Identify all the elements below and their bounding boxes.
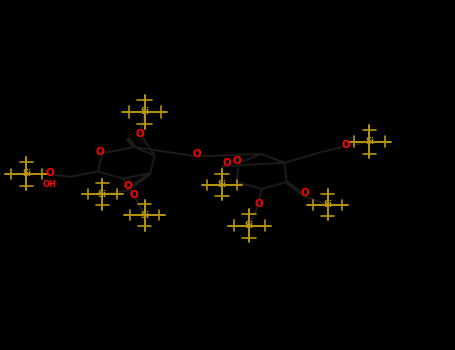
Text: O: O [130, 190, 139, 200]
Text: Si: Si [22, 169, 31, 178]
Text: O: O [232, 156, 241, 166]
Text: Si: Si [140, 107, 149, 117]
Text: O: O [255, 199, 264, 209]
Text: O: O [222, 159, 231, 168]
Text: O: O [46, 168, 55, 178]
Text: Si: Si [140, 211, 149, 220]
Text: O: O [123, 181, 132, 191]
Text: O: O [300, 188, 309, 197]
Text: OH: OH [43, 180, 57, 189]
Text: O: O [136, 129, 145, 139]
Text: O: O [192, 149, 201, 159]
Text: O: O [341, 140, 350, 149]
Text: Si: Si [245, 221, 254, 230]
Text: Si: Si [323, 200, 332, 209]
Text: Si: Si [365, 137, 374, 146]
Text: Si: Si [98, 190, 107, 199]
Text: Si: Si [217, 180, 227, 189]
Text: O: O [96, 147, 105, 156]
